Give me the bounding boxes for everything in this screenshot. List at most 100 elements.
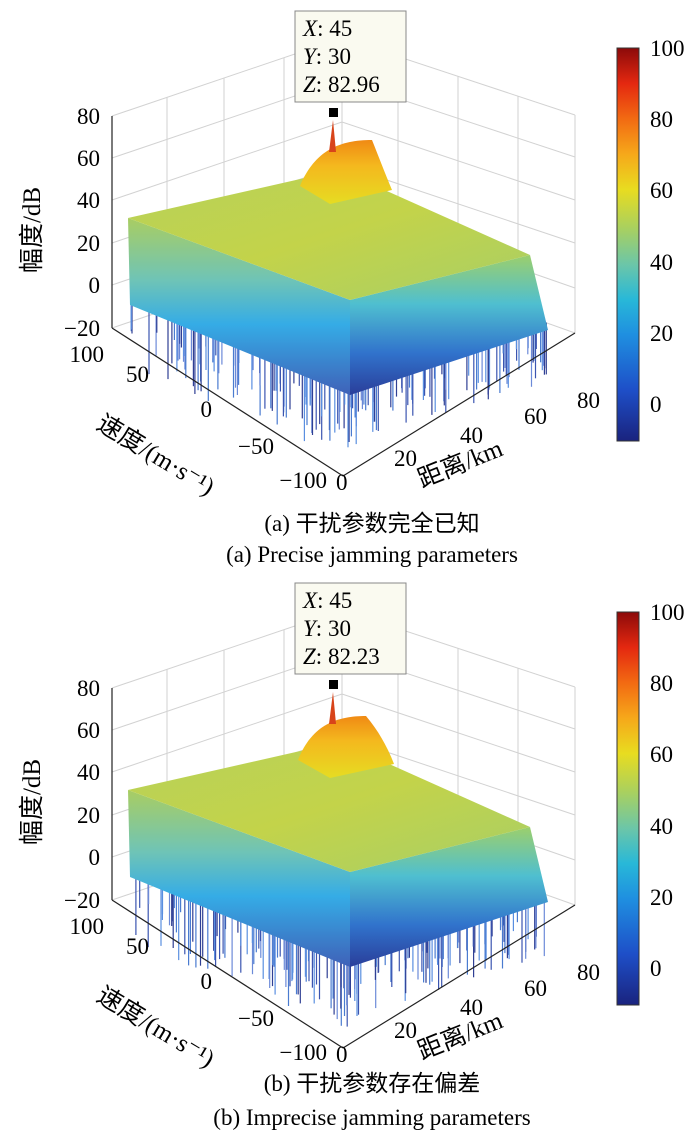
datatip-y-label: Y	[303, 616, 318, 641]
colorbar-tick-label: 100	[650, 600, 685, 625]
y-tick-label: −50	[238, 1006, 274, 1031]
y-tick-label: 50	[126, 934, 149, 959]
z-axis-label: 幅度/dB	[18, 759, 46, 845]
surface-top	[128, 742, 530, 872]
z-tick-label: −20	[64, 888, 100, 913]
svg-text:Z: 82.96: Z: 82.96	[303, 72, 380, 97]
datatip-z-value: 82.23	[328, 644, 380, 669]
y-tick-label: 0	[201, 969, 213, 994]
y-tick-label: 100	[70, 914, 105, 939]
caption-en: (b) Imprecise jamming parameters	[213, 1105, 530, 1130]
caption-en: (a) Precise jamming parameters	[226, 542, 518, 567]
z-tick-label: 0	[89, 273, 101, 298]
colorbar: 100 80 60 40 20 0	[616, 600, 685, 1006]
z-tick-label: 20	[77, 231, 100, 256]
x-tick-label: 80	[577, 388, 600, 413]
peak-marker	[329, 108, 338, 117]
caption-cn: (a) 干扰参数完全已知	[264, 511, 479, 536]
x-tick-label: 60	[524, 404, 547, 429]
colorbar-tick-label: 0	[650, 956, 662, 981]
colorbar-tick-label: 40	[650, 814, 673, 839]
y-tick-label: 50	[126, 362, 149, 387]
x-tick-label: 80	[577, 960, 600, 985]
chart-panel-a: X: 45 Y: 30 Z: 82.96 80 60 40 20 0 −20 1…	[0, 0, 700, 572]
axis-lines	[111, 688, 576, 1049]
surface-front-right-face	[350, 827, 548, 967]
datatip-box	[294, 10, 407, 103]
datatip-x-value: 45	[329, 16, 352, 41]
svg-text:Z: 82.23: Z: 82.23	[303, 644, 380, 669]
z-tick-label: 40	[77, 760, 100, 785]
x-ticks: 0 20 40 60 80	[336, 388, 600, 495]
colorbar-tick-label: 40	[650, 250, 673, 275]
z-tick-label: −20	[64, 316, 100, 341]
surface-front-left-face	[128, 218, 350, 395]
datatip-y-value: 30	[328, 44, 351, 69]
chart-panel-b: X: 45 Y: 30 Z: 82.23 80 60 40 20 0 −20 1…	[0, 572, 700, 1144]
axis-lines	[111, 116, 576, 477]
surface-chart-b: X: 45 Y: 30 Z: 82.23 80 60 40 20 0 −20 1…	[18, 582, 685, 1130]
datatip-y-value: 30	[328, 616, 351, 641]
z-tick-label: 60	[77, 718, 100, 743]
colorbar-tick-label: 60	[650, 742, 673, 767]
datatip-x-label: X	[302, 588, 318, 613]
datatip-z-value: 82.96	[328, 72, 380, 97]
y-axis-label: 速度/(m·s⁻¹)	[92, 409, 219, 501]
datatip: X: 45 Y: 30 Z: 82.23	[294, 582, 407, 675]
surface-peak-spike	[329, 692, 336, 724]
caption-cn: (b) 干扰参数存在偏差	[264, 1071, 481, 1096]
x-tick-label: 0	[336, 1042, 348, 1067]
x-tick-label: 40	[460, 423, 483, 448]
x-tick-label: 60	[524, 976, 547, 1001]
peak-marker	[329, 680, 338, 689]
svg-text:X: 45: X: 45	[302, 588, 352, 613]
svg-text:X: 45: X: 45	[302, 16, 352, 41]
surface	[128, 120, 548, 448]
colorbar-tick-label: 0	[650, 392, 662, 417]
z-tick-label: 80	[77, 676, 100, 701]
colorbar-tick-label: 20	[650, 321, 673, 346]
colorbar-tick-label: 80	[650, 107, 673, 132]
datatip-y-label: Y	[303, 44, 318, 69]
x-tick-label: 0	[336, 470, 348, 495]
colorbar-gradient	[616, 611, 640, 1006]
y-axis-label: 速度/(m·s⁻¹)	[92, 981, 219, 1073]
datatip: X: 45 Y: 30 Z: 82.96	[294, 10, 407, 103]
x-tick-label: 40	[460, 995, 483, 1020]
z-ticks: 80 60 40 20 0 −20	[64, 104, 100, 341]
x-tick-label: 20	[394, 1018, 417, 1043]
colorbar-gradient	[616, 47, 640, 442]
surface	[128, 692, 548, 1027]
surface-peak-spike	[329, 120, 336, 152]
x-tick-label: 20	[394, 446, 417, 471]
y-tick-label: 0	[201, 397, 213, 422]
y-ticks: 100 50 0 −50 −100	[70, 914, 328, 1065]
y-tick-label: −50	[238, 434, 274, 459]
z-tick-label: 0	[89, 845, 101, 870]
surface-target-ridge	[298, 716, 394, 778]
colorbar: 100 80 60 40 20 0	[616, 36, 685, 442]
colorbar-tick-label: 80	[650, 671, 673, 696]
z-tick-label: 80	[77, 104, 100, 129]
svg-text:Y: 30: Y: 30	[303, 44, 351, 69]
y-tick-label: −100	[280, 468, 327, 493]
y-ticks: 100 50 0 −50 −100	[70, 342, 328, 493]
surface-chart-a: X: 45 Y: 30 Z: 82.96 80 60 40 20 0 −20 1…	[18, 10, 685, 567]
y-tick-label: 100	[70, 342, 105, 367]
surface-front-left-face	[128, 790, 350, 967]
datatip-z-label: Z	[303, 72, 316, 97]
z-ticks: 80 60 40 20 0 −20	[64, 676, 100, 913]
svg-text:Y: 30: Y: 30	[303, 616, 351, 641]
y-tick-label: −100	[280, 1040, 327, 1065]
surface-front-right-face	[350, 255, 548, 395]
surface-top	[128, 170, 530, 300]
datatip-x-label: X	[302, 16, 318, 41]
colorbar-tick-label: 60	[650, 178, 673, 203]
z-axis-label: 幅度/dB	[18, 187, 46, 273]
colorbar-tick-label: 20	[650, 885, 673, 910]
datatip-box	[294, 582, 407, 675]
surface-target-ridge	[300, 140, 392, 204]
z-tick-label: 20	[77, 803, 100, 828]
z-tick-label: 60	[77, 146, 100, 171]
datatip-z-label: Z	[303, 644, 316, 669]
